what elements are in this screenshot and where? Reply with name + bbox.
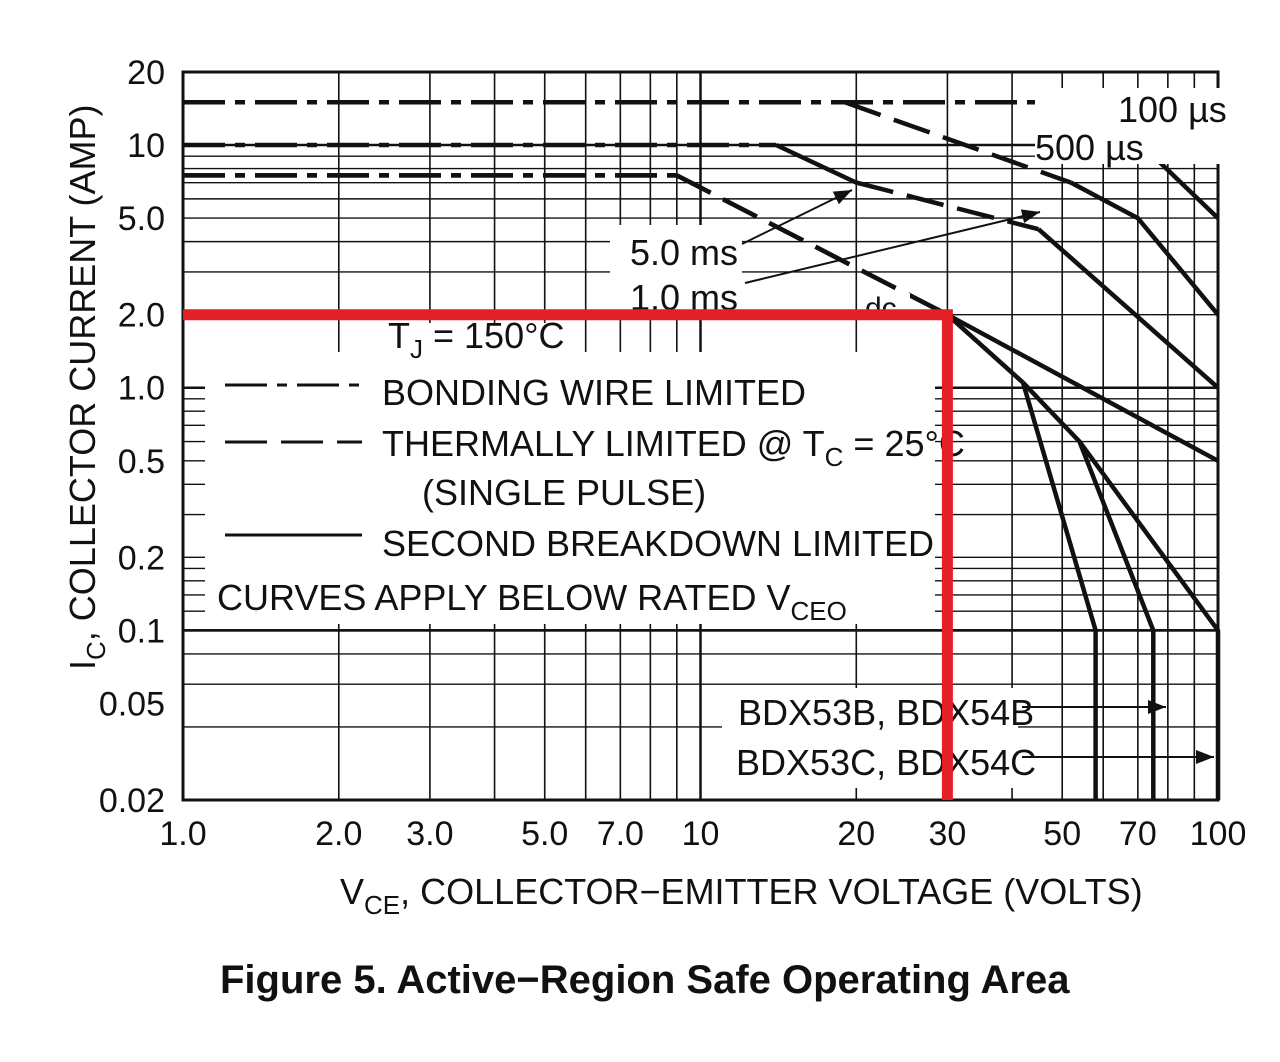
label-bdx-b: BDX53B, BDX54B <box>738 692 1034 733</box>
x-tick-label: 7.0 <box>597 815 644 853</box>
y-axis-label: IC, COLLECTOR CURRENT (AMP) <box>62 104 111 670</box>
legend-bonding-label: BONDING WIRE LIMITED <box>382 372 806 413</box>
y-tick-label: 0.05 <box>99 685 165 723</box>
curve-segment <box>1069 180 1220 317</box>
tick-labels: 1.0 2.0 3.0 5.0 7.0 10 20 30 50 70 100 20 10 5.0 2.0 1.… <box>99 54 1247 853</box>
bdx-label-box <box>722 688 1018 788</box>
y-tick-label: 20 <box>127 54 165 92</box>
annotation-arrows <box>741 189 1214 764</box>
arrow-head <box>1148 700 1166 714</box>
label-bdx-c: BDX53C, BDX54C <box>736 742 1036 783</box>
x-tick-label: 50 <box>1043 815 1081 853</box>
y-tick-label: 10 <box>127 127 165 165</box>
x-tick-label: 1.0 <box>159 815 206 853</box>
y-tick-label: 0.1 <box>118 612 165 650</box>
y-tick-label: 0.5 <box>118 443 165 481</box>
chart-title: Figure 5. Active−Region Safe Operating A… <box>220 958 1070 1002</box>
y-tick-label: 2.0 <box>118 297 165 335</box>
arrow-head <box>1020 209 1040 224</box>
label-5ms: 5.0 ms <box>630 232 738 273</box>
curve-segment <box>855 180 1040 232</box>
arrow-line <box>744 211 1041 284</box>
x-tick-label: 2.0 <box>315 815 362 853</box>
y-tick-label: 1.0 <box>118 370 165 408</box>
x-tick-label: 10 <box>682 815 720 853</box>
breakdown-line <box>1020 381 1098 800</box>
arrow-head <box>832 190 852 205</box>
legend-second-label: SECOND BREAKDOWN LIMITED <box>382 523 934 564</box>
legend-apply-note: CURVES APPLY BELOW RATED VCEO <box>217 577 847 626</box>
red-limit-line <box>183 309 953 800</box>
arrow-head <box>1196 750 1214 764</box>
arrow-line <box>741 189 853 245</box>
x-tick-label: 20 <box>837 815 875 853</box>
curve-segment <box>945 313 1025 385</box>
x-tick-label: 100 <box>1190 815 1247 853</box>
curve-segment <box>775 142 858 185</box>
x-tick-label: 5.0 <box>521 815 568 853</box>
us-label-box <box>1035 88 1220 164</box>
label-tj: TJ = 150°C <box>388 315 565 364</box>
ms-label-box <box>610 225 742 317</box>
y-tick-label: 0.02 <box>99 782 165 820</box>
breakdown-line <box>1021 381 1156 800</box>
breakdown-line <box>1077 440 1221 800</box>
x-tick-label: 70 <box>1119 815 1157 853</box>
label-100us: 100 µs <box>1118 89 1227 130</box>
curve-segment <box>946 312 1220 463</box>
plot-frame <box>181 70 1220 802</box>
curve-segment <box>844 100 1072 185</box>
legend-box <box>205 352 935 624</box>
legend-pulse-label: (SINGLE PULSE) <box>422 472 706 513</box>
tj-label-box <box>385 323 560 353</box>
y-tick-label: 0.2 <box>118 539 165 577</box>
curve-segment <box>1037 227 1220 390</box>
x-axis-label: VCE, COLLECTOR−EMITTER VOLTAGE (VOLTS) <box>340 871 1143 920</box>
label-500us: 500 µs <box>1035 127 1144 168</box>
x-tick-label: 3.0 <box>406 815 453 853</box>
x-tick-label: 30 <box>928 815 966 853</box>
y-tick-label: 5.0 <box>118 200 165 238</box>
